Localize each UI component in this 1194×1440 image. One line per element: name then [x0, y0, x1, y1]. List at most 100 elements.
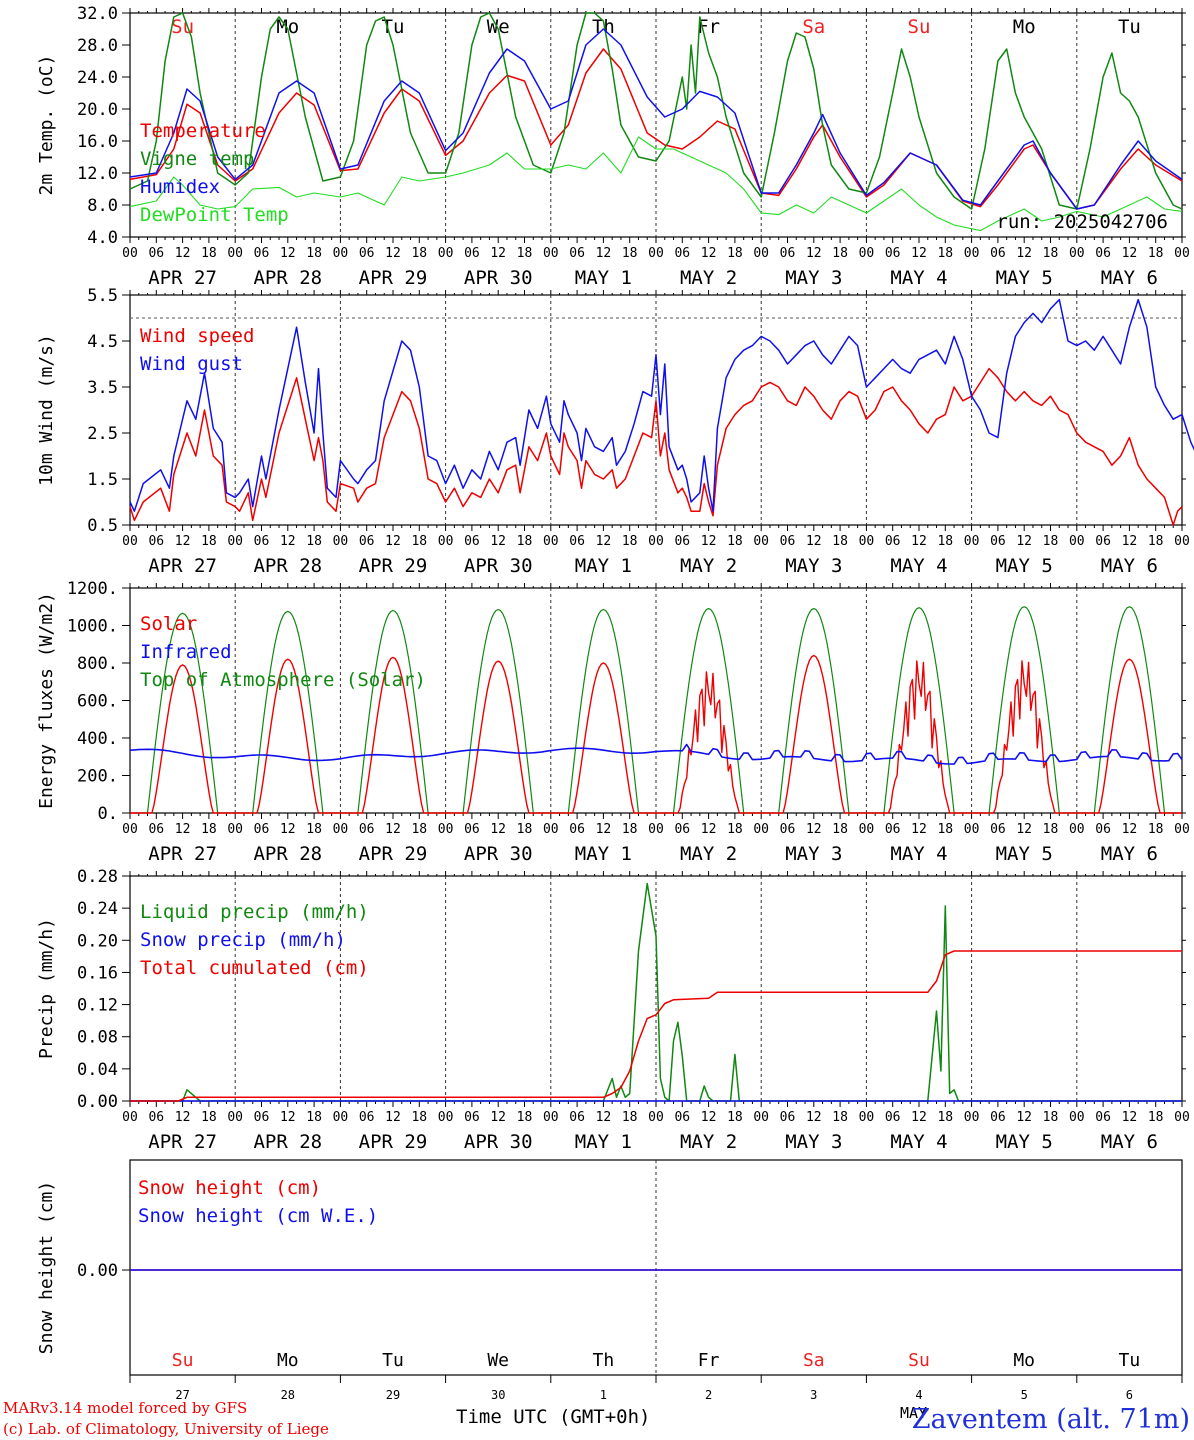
hour-label: 18 [306, 822, 322, 837]
hour-label: 06 [674, 822, 690, 837]
hour-label: 00 [1069, 822, 1085, 837]
y-axis-label: Snow height (cm) [36, 1181, 57, 1354]
hour-label: 00 [753, 822, 769, 837]
hour-label: 12 [596, 1110, 612, 1125]
hour-label: 06 [1095, 534, 1111, 549]
hour-label: 06 [464, 534, 480, 549]
series-line [129, 28, 1183, 210]
hour-label: 06 [359, 822, 375, 837]
hour-label: 18 [306, 534, 322, 549]
hour-label: 06 [359, 534, 375, 549]
hour-label: 00 [543, 822, 559, 837]
hour-label: 18 [832, 534, 848, 549]
hour-label: 12 [596, 822, 612, 837]
y-axis-label: 2m Temp. (oC) [36, 55, 57, 196]
hour-label: 12 [1122, 246, 1138, 261]
model-credit: MARv3.14 model forced by GFS [3, 1399, 247, 1417]
hour-label: 12 [911, 1110, 927, 1125]
day-number: 27 [175, 1388, 189, 1402]
y-tick-label: 1200. [67, 579, 118, 599]
date-label: MAY 1 [575, 267, 632, 289]
toa-line [1076, 606, 1182, 814]
hour-label: 06 [780, 1110, 796, 1125]
hour-label: 00 [859, 246, 875, 261]
day-number: 1 [600, 1388, 607, 1402]
date-label: APR 29 [359, 555, 428, 577]
solar-line [550, 662, 656, 814]
hour-label: 00 [1069, 534, 1085, 549]
legend-entry: Solar [140, 613, 197, 635]
day-name: Mo [1013, 1350, 1035, 1371]
day-name: Sa [803, 1350, 825, 1371]
date-label: MAY 5 [996, 1131, 1053, 1153]
solar-line [1076, 658, 1182, 814]
legend-entry: Wind speed [140, 325, 254, 347]
hour-label: 06 [1095, 1110, 1111, 1125]
date-label: APR 29 [359, 843, 428, 865]
hour-label: 06 [464, 822, 480, 837]
toa-line [550, 609, 656, 814]
station-label: Zaventem (alt. 71m) [912, 1404, 1190, 1435]
date-label: MAY 1 [575, 555, 632, 577]
hour-label: 00 [753, 246, 769, 261]
hour-label: 06 [1095, 822, 1111, 837]
legend-entry: Temperature [140, 120, 266, 142]
hour-label: 00 [648, 822, 664, 837]
hour-label: 00 [438, 246, 454, 261]
toa-line [340, 609, 446, 814]
hour-label: 18 [832, 822, 848, 837]
hour-label: 06 [990, 534, 1006, 549]
hour-label: 12 [1016, 534, 1032, 549]
toa-line [235, 610, 341, 814]
day-name: Tu [1119, 1350, 1141, 1371]
date-label: MAY 1 [575, 843, 632, 865]
hour-label: 12 [1122, 534, 1138, 549]
legend-entry: Liquid precip (mm/h) [140, 901, 369, 923]
day-name: Mo [277, 1350, 299, 1371]
hour-label: 00 [1174, 246, 1190, 261]
hour-label: 18 [1148, 822, 1164, 837]
hour-label: 00 [438, 534, 454, 549]
hour-label: 06 [1095, 246, 1111, 261]
y-tick-label: 0.20 [77, 931, 118, 951]
hour-label: 18 [411, 1110, 427, 1125]
hour-label: 18 [622, 822, 638, 837]
hour-label: 12 [701, 822, 717, 837]
hour-label: 00 [1174, 534, 1190, 549]
y-tick-label: 600. [77, 692, 118, 712]
hour-label: 12 [175, 822, 191, 837]
hour-label: 00 [1069, 246, 1085, 261]
hour-label: 00 [333, 246, 349, 261]
hour-label: 00 [122, 1110, 138, 1125]
hour-label: 12 [1122, 1110, 1138, 1125]
hour-label: 18 [937, 534, 953, 549]
hour-label: 06 [359, 1110, 375, 1125]
y-tick-label: 4.5 [87, 332, 118, 352]
day-name: We [487, 1350, 509, 1371]
hour-label: 12 [911, 534, 927, 549]
hour-label: 06 [674, 534, 690, 549]
hour-label: 00 [333, 822, 349, 837]
toa-line [761, 608, 867, 814]
hour-label: 12 [701, 534, 717, 549]
date-label: APR 28 [253, 555, 322, 577]
legend-entry: Snow height (cm W.E.) [138, 1205, 378, 1227]
day-name: Th [592, 16, 615, 38]
hour-label: 06 [254, 534, 270, 549]
hour-label: 00 [122, 534, 138, 549]
y-tick-label: 4.0 [87, 228, 118, 248]
y-tick-label: 0.00 [77, 1261, 118, 1281]
day-number: 5 [1021, 1388, 1028, 1402]
date-label: MAY 2 [680, 555, 737, 577]
y-tick-label: 0.5 [87, 516, 118, 536]
date-label: MAY 3 [785, 555, 842, 577]
date-label: APR 30 [464, 267, 533, 289]
date-label: MAY 6 [1101, 267, 1158, 289]
hour-label: 12 [1016, 822, 1032, 837]
day-name: Su [172, 1350, 194, 1371]
hour-label: 00 [1174, 1110, 1190, 1125]
hour-label: 00 [333, 1110, 349, 1125]
hour-label: 12 [490, 822, 506, 837]
y-tick-label: 12.0 [77, 164, 118, 184]
y-tick-label: 0.24 [77, 899, 118, 919]
